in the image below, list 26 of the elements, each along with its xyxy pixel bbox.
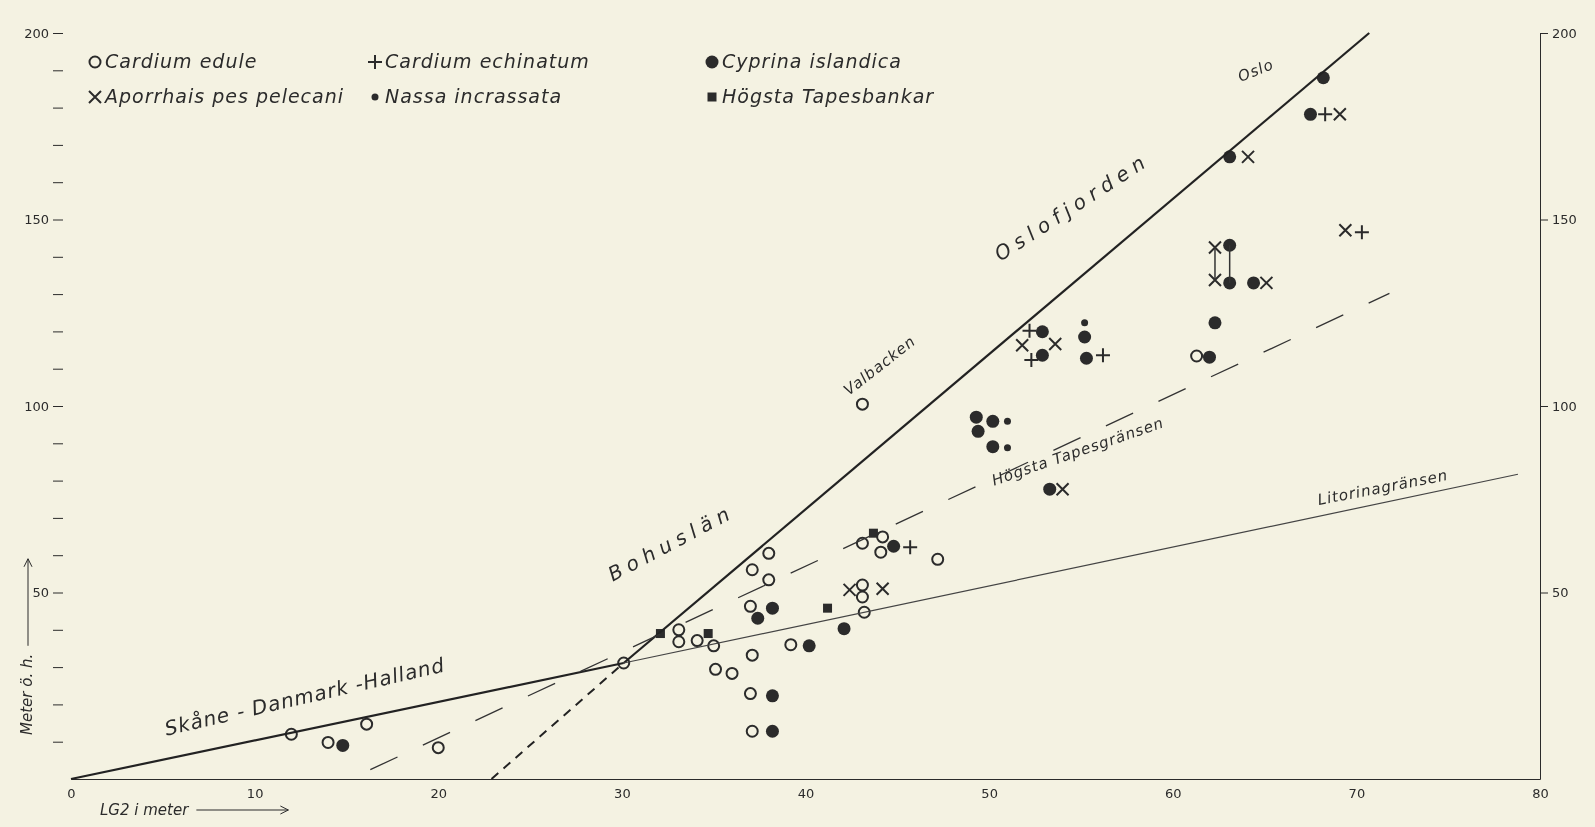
- annotation: Oslo: [1235, 55, 1277, 86]
- legend-label: Cyprina islandica: [722, 49, 902, 72]
- y-tick-label: 50: [32, 585, 49, 601]
- x-axis-title: LG2 i meter: [100, 801, 190, 819]
- y2-tick-label: 200: [1552, 25, 1577, 41]
- y-tick-label: 150: [24, 212, 49, 228]
- legend-label: Cardium edule: [105, 49, 258, 72]
- x-tick-label: 10: [246, 786, 264, 802]
- x-tick-label: 20: [430, 786, 448, 802]
- x-tick-label: 60: [1164, 786, 1182, 802]
- legend-label: Cardium echinatum: [385, 49, 590, 72]
- x-tick-label: 70: [1348, 786, 1366, 802]
- y-tick-label: 200: [24, 25, 49, 41]
- y-axis-title: Meter ö. h.: [18, 653, 36, 735]
- x-tick-label: 50: [981, 786, 998, 802]
- legend-label: Aporrhais pes pelecani: [103, 84, 345, 107]
- y2-tick-label: 150: [1552, 212, 1577, 228]
- x-tick-label: 40: [797, 786, 815, 802]
- y2-tick-label: 100: [1552, 398, 1577, 414]
- x-tick-label: 0: [67, 786, 76, 802]
- legend-label: Högsta Tapesbankar: [722, 84, 935, 107]
- y2-tick-label: 50: [1552, 585, 1569, 601]
- x-tick-label: 80: [1532, 786, 1549, 802]
- legend-label: Nassa incrassata: [385, 84, 563, 107]
- x-tick-label: 30: [614, 786, 631, 802]
- y-tick-label: 100: [24, 398, 49, 414]
